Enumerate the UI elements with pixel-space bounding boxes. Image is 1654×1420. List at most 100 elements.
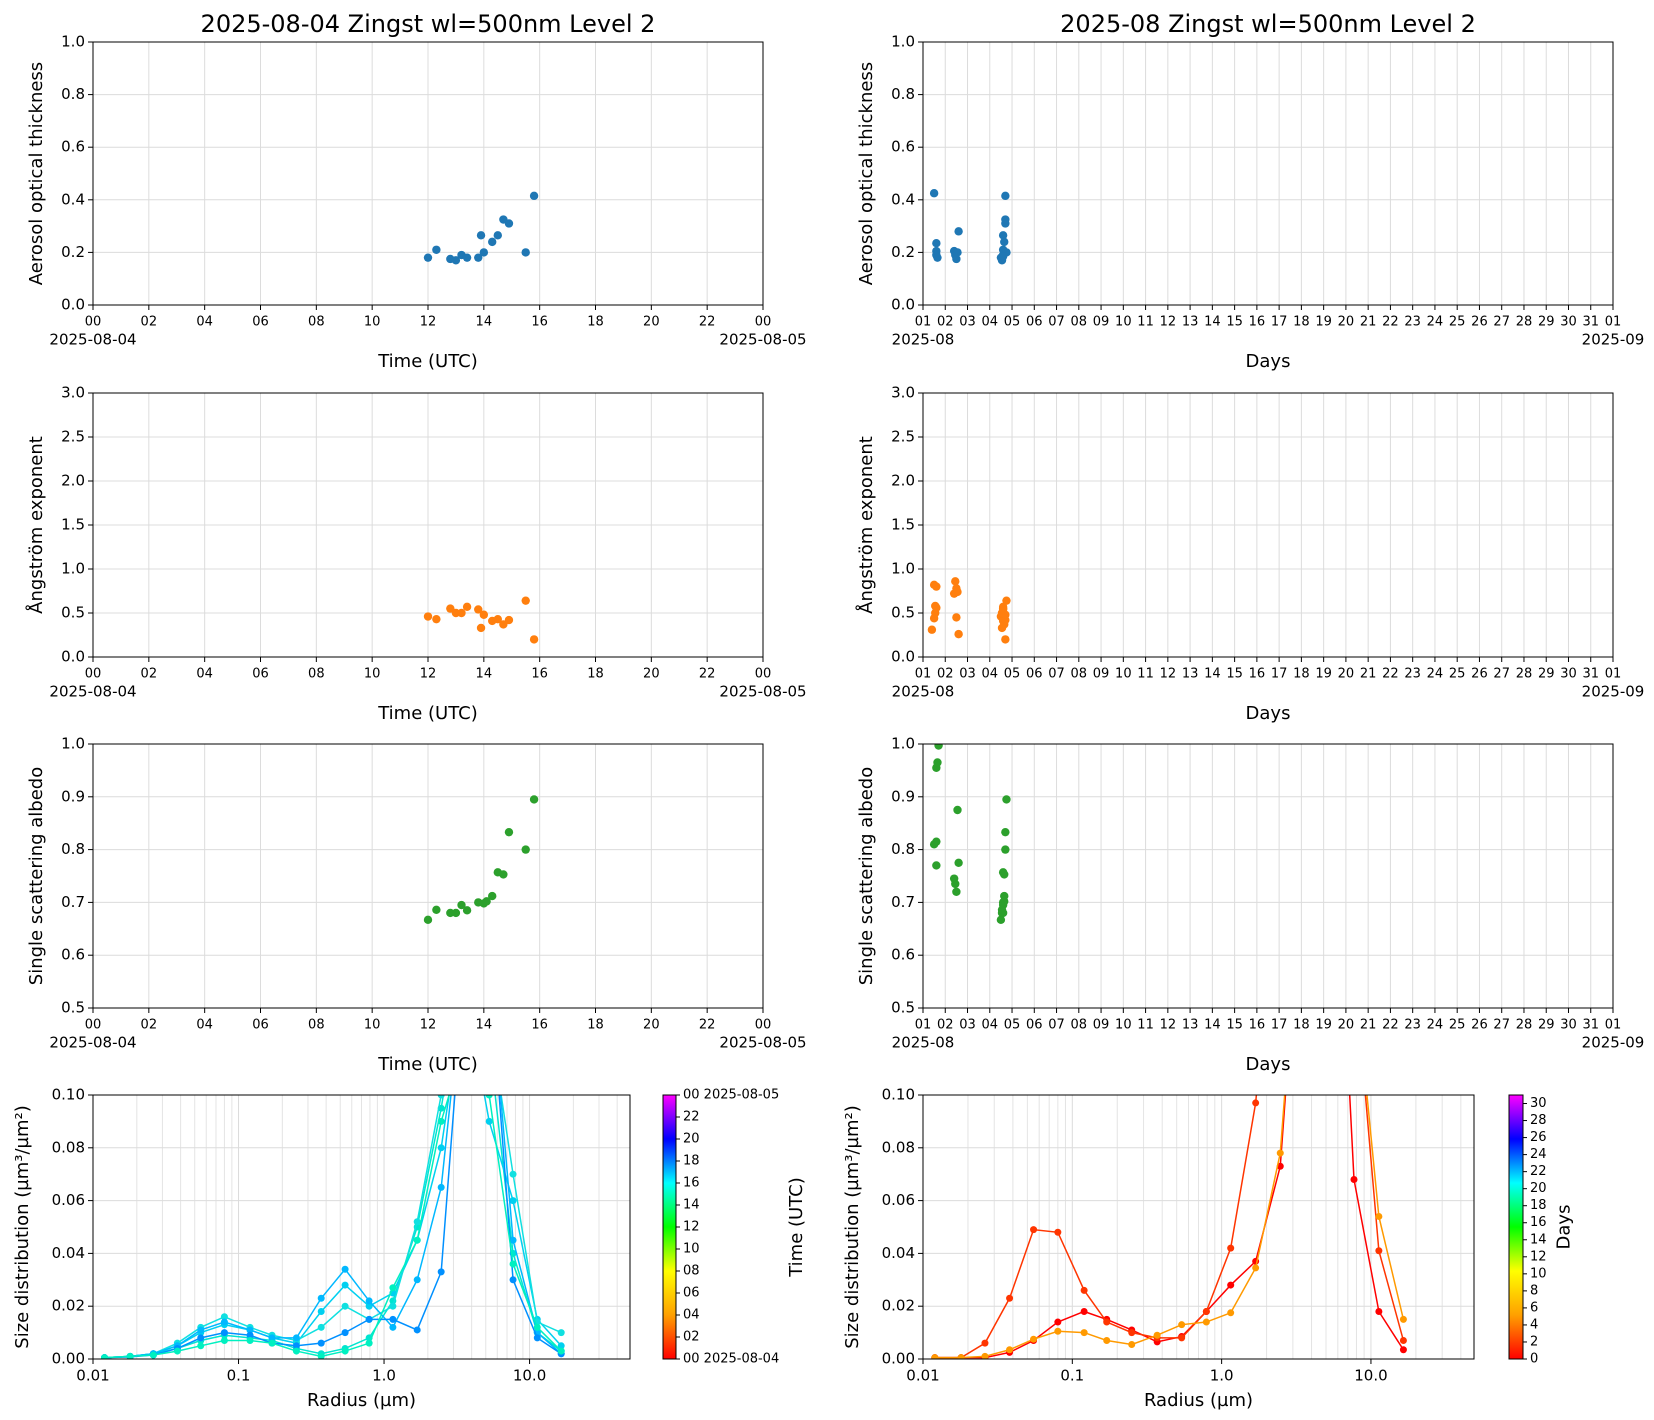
point [461,1039,468,1046]
date-label: 2025-08-04 [49,331,136,349]
colorbar-tick-label: 18 [1530,1198,1547,1213]
point [509,1276,517,1284]
colorbar-tick-label: 18 [683,1154,700,1169]
point [1054,1318,1062,1326]
x-tick-label: 14 [476,667,493,682]
date-label: 2025-08 [892,1034,955,1052]
panel: 0.01 0.1 1.0 10.0 0.00 0.02 0.04 0.06 0.08 0.10 Ra… [12,960,807,1412]
x-tick-label: 18 [1293,667,1310,682]
x-tick-label: 25 [1449,667,1466,682]
x-axis-label: Days [1246,1054,1291,1075]
point [1000,237,1009,247]
point [998,231,1008,240]
colorbar-tick-label: 14 [683,1198,700,1213]
x-tick-label: 28 [1516,1018,1533,1033]
plot-area [929,744,1011,925]
point [1350,960,1357,967]
x-tick-label: 08 [308,1018,325,1033]
y-axis-label: Size distribution (µm³/µm²) [842,1105,863,1348]
point [488,891,497,901]
point [557,1329,565,1337]
y-tick-label: 0.0 [61,296,85,314]
point [292,1347,300,1355]
x-tick-label: 01 [1605,315,1622,330]
point [341,1281,349,1289]
colorbar-tick-label: 06 [683,1286,700,1301]
point [341,1302,349,1310]
x-tick-label: 02 [141,315,158,330]
point [292,1334,300,1342]
x-tick-label: 19 [1315,1018,1332,1033]
y-tick-label: 1.0 [61,735,85,753]
point [499,870,508,879]
point [365,1302,373,1310]
x-tick-label: 12 [420,315,437,330]
point [533,1334,541,1342]
x-tick-label: 13 [1182,667,1199,682]
x-tick-label: 01 [1605,1018,1622,1033]
point [413,1326,421,1334]
point [951,577,960,586]
y-tick-label: 0.5 [61,604,85,622]
point [1350,1175,1358,1183]
point [1006,1346,1014,1354]
y-tick-label: 0.9 [891,787,915,805]
x-tick-label: 14 [1204,667,1221,682]
point [220,1318,228,1326]
y-tick-label: 0.02 [882,1297,915,1315]
point [952,613,961,622]
point [933,758,942,767]
line [934,1095,1405,1359]
y-tick-label: 0.02 [52,1297,85,1315]
point [317,1339,325,1347]
point [317,1323,325,1331]
point [493,614,502,624]
y-tick-label: 1.5 [891,516,915,534]
point [981,1352,989,1359]
x-tick-label: 00 [755,1018,772,1033]
x-tick-label: 10 [1115,1018,1132,1033]
point [149,1351,157,1359]
point [954,629,963,639]
x-tick-label: 22 [1382,667,1399,682]
point [482,897,491,906]
x-tick-label: 17 [1271,315,1288,330]
point [953,805,962,815]
point [476,623,486,633]
colorbar-label: Days [1554,1205,1575,1250]
y-axis-label: Single scattering albedo [26,767,47,985]
x-tick-label: 31 [1582,1018,1599,1033]
point [437,1144,445,1152]
x-tick-label: 09 [1093,1018,1110,1033]
point [932,238,941,248]
date-label: 2025-08 [892,683,955,701]
point [529,795,539,804]
y-tick-label: 0.5 [891,999,915,1017]
y-tick-label: 0.6 [61,138,85,156]
point [509,1260,517,1268]
x-tick-label: 10 [364,667,381,682]
x-tick-label: 10 [1115,667,1132,682]
point [504,219,514,228]
x-tick-label: 04 [982,667,999,682]
colorbar-tick-label: 16 [1530,1215,1547,1230]
x-tick-label: 20 [1338,1018,1355,1033]
x-tick-label: 24 [1427,1018,1444,1033]
point [486,960,493,967]
colorbar-tick-label: 20 [683,1132,700,1147]
x-tick-label: 30 [1560,667,1577,682]
x-tick-label: 15 [1226,1018,1243,1033]
point [317,1294,325,1302]
point [1301,828,1308,835]
x-tick-label: 16 [1249,1018,1266,1033]
y-tick-label: 0.0 [61,648,85,666]
x-tick-label: 31 [1582,315,1599,330]
point [246,1331,254,1339]
x-axis-label: Days [1246,703,1291,724]
point [437,1095,445,1099]
x-tick-label: 06 [1026,315,1043,330]
point [486,960,493,967]
point [317,1307,325,1315]
x-tick-label: 08 [1071,667,1088,682]
point [998,252,1008,261]
